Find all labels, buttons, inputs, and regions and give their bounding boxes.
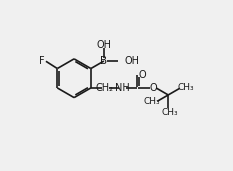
Text: O: O (149, 83, 157, 93)
Text: CH₃: CH₃ (177, 83, 194, 92)
Text: NH: NH (115, 83, 130, 93)
Text: OH: OH (124, 56, 139, 66)
Text: B: B (100, 56, 107, 66)
Text: CH₃: CH₃ (144, 97, 160, 106)
Text: F: F (39, 56, 44, 66)
Text: O: O (139, 70, 147, 80)
Text: CH₃: CH₃ (161, 108, 178, 117)
Text: OH: OH (96, 40, 111, 50)
Text: CH₂: CH₂ (96, 83, 114, 93)
